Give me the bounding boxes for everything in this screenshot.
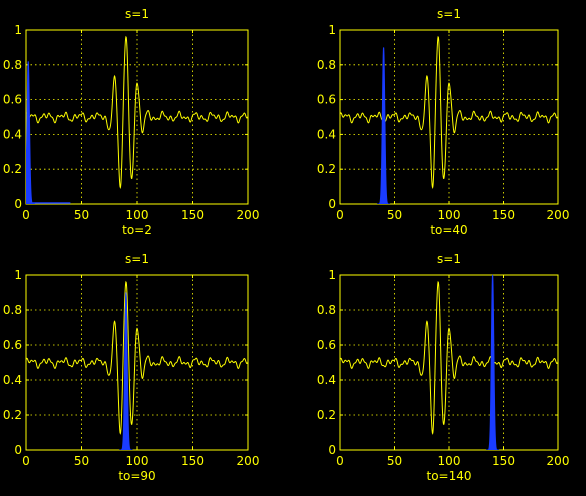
y-tick-label: 0 [328,443,336,457]
signal-line [26,280,248,435]
y-tick-label: 1 [14,23,22,37]
y-tick-label: 1 [14,268,22,282]
y-tick-label: 0.6 [3,93,22,107]
y-tick-label: 0.4 [317,127,336,141]
y-tick-label: 0.2 [3,408,22,422]
x-tick-label: 150 [492,454,515,468]
x-tick-label: 100 [126,208,149,222]
x-tick-label: 50 [74,454,89,468]
x-tick-label: 0 [336,208,344,222]
x-tick-label: 200 [547,454,570,468]
x-tick-label: 150 [492,208,515,222]
x-tick-label: 0 [22,208,30,222]
y-tick-label: 0.8 [317,58,336,72]
window-spike [119,292,133,450]
x-tick-label: 100 [438,454,461,468]
x-axis-label: to=2 [122,223,152,237]
y-tick-label: 0.4 [317,373,336,387]
window-spike [26,61,35,204]
x-tick-label: 50 [387,208,402,222]
chart-panel-3: 0 50 100 150 200 0 0.2 0.4 0.6 0.8 1 s=1 to=90 [3,252,260,483]
chart-title: s=1 [437,252,461,266]
y-tick-label: 0.8 [3,58,22,72]
y-tick-label: 0.8 [317,303,336,317]
y-tick-label: 0 [328,197,336,211]
y-tick-label: 0.6 [317,93,336,107]
x-tick-label: 100 [438,208,461,222]
chart-title: s=1 [437,7,461,21]
y-tick-label: 0.8 [3,303,22,317]
chart-panel-2: 0 50 100 150 200 0 0.2 0.4 0.6 0.8 1 s=1 to=40 [317,7,570,237]
window-spike [486,274,500,450]
x-axis-label: to=140 [426,469,471,483]
y-tick-label: 0.2 [317,408,336,422]
x-tick-label: 200 [547,208,570,222]
x-tick-label: 50 [74,208,89,222]
y-tick-label: 0.6 [3,338,22,352]
y-tick-label: 0 [14,443,22,457]
chart-panel-4: 0 50 100 150 200 0 0.2 0.4 0.6 0.8 1 s=1 to=140 [317,252,570,483]
y-tick-label: 0.4 [3,373,22,387]
y-tick-label: 0.6 [317,338,336,352]
y-tick-label: 1 [328,268,336,282]
x-tick-label: 200 [237,454,260,468]
x-tick-label: 0 [336,454,344,468]
x-tick-label: 150 [181,454,204,468]
y-tick-label: 0.2 [317,162,336,176]
y-tick-label: 1 [328,23,336,37]
x-tick-label: 150 [181,208,204,222]
signal-line [340,35,558,190]
x-axis-label: to=40 [430,223,467,237]
x-tick-label: 200 [237,208,260,222]
x-tick-label: 0 [22,454,30,468]
y-tick-label: 0.4 [3,127,22,141]
y-tick-label: 0.2 [3,162,22,176]
x-tick-label: 50 [387,454,402,468]
chart-panel-1: 0 50 100 150 200 0 0.2 0.4 0.6 0.8 1 s=1 to=2 [3,7,260,237]
chart-title: s=1 [125,252,149,266]
signal-line [26,35,248,189]
chart-title: s=1 [125,7,149,21]
y-tick-label: 0 [14,197,22,211]
signal-line [340,280,558,435]
window-spike [377,47,391,204]
x-tick-label: 100 [126,454,149,468]
x-axis-label: to=90 [118,469,155,483]
